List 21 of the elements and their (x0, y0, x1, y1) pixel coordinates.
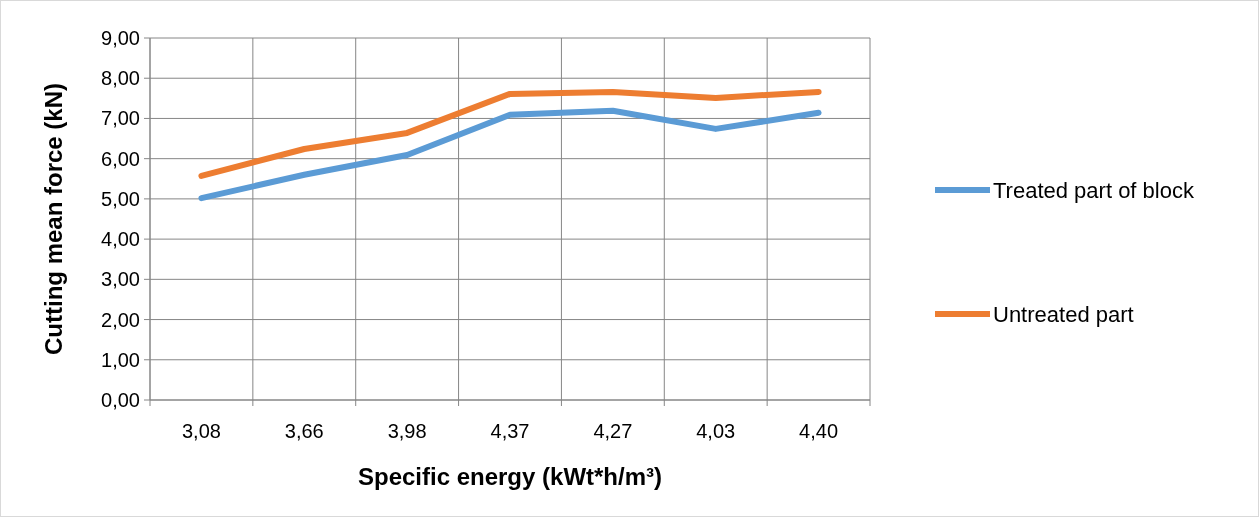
x-tick-label: 4,27 (593, 420, 633, 442)
x-tick-label: 3,98 (387, 420, 427, 442)
y-axis-title: Cutting mean force (kN) (40, 82, 67, 356)
y-tick-label: 5,00 (101, 187, 140, 210)
y-tick-label: 0,00 (101, 389, 140, 411)
y-tick-label: 4,00 (101, 228, 140, 251)
x-axis-title: Specific energy (kWt*h/m³) (357, 463, 663, 490)
y-tick-label: 9,00 (101, 27, 140, 49)
y-tick-label: 6,00 (101, 147, 140, 170)
y-tick-label: 1,00 (101, 348, 140, 371)
y-tick-label: 8,00 (101, 67, 140, 90)
y-tick-label: 2,00 (101, 308, 140, 331)
x-tick-label: 3,08 (181, 420, 221, 442)
legend-label: Untreated part (993, 301, 1134, 327)
y-tick-label: 7,00 (101, 107, 140, 130)
x-tick-label: 4,40 (799, 420, 839, 442)
x-tick-label: 4,03 (696, 420, 736, 442)
x-tick-label: 4,37 (490, 420, 530, 442)
y-tick-label: 3,00 (101, 268, 140, 291)
x-tick-label: 3,66 (284, 420, 324, 442)
legend-label: Treated part of block (993, 177, 1195, 203)
